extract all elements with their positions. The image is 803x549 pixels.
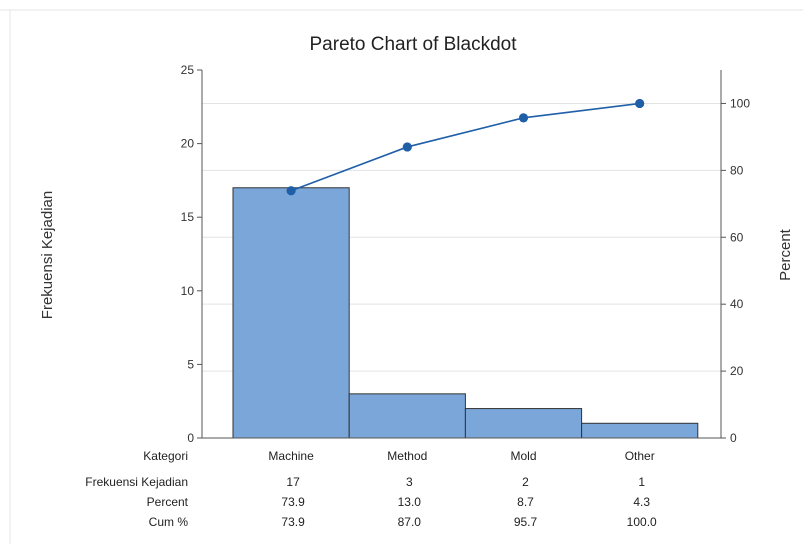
chart-title: Pareto Chart of Blackdot — [310, 34, 518, 55]
category-label-mold: Mold — [510, 449, 536, 463]
y2-tick-label: 100 — [730, 96, 750, 110]
cumulative-line-group — [286, 98, 645, 196]
category-label-machine: Machine — [268, 449, 314, 463]
y-tick-label: 20 — [181, 137, 195, 151]
table-row-label: Cum % — [149, 515, 189, 529]
cumulative-point-mold — [518, 113, 529, 123]
table-cell: 100.0 — [627, 515, 657, 529]
category-label-method: Method — [387, 449, 427, 463]
y2-tick-label: 80 — [730, 163, 744, 177]
y2-tick-label: 40 — [730, 297, 744, 311]
cumulative-point-machine — [286, 186, 296, 196]
bars-group — [232, 187, 699, 439]
table-cell: 73.9 — [281, 515, 305, 529]
table-cell: 13.0 — [398, 495, 422, 509]
category-label-other: Other — [625, 449, 655, 463]
bar-machine — [232, 187, 350, 439]
table-cell: 8.7 — [517, 495, 534, 509]
y-tick-label: 0 — [187, 431, 194, 445]
table-cell: 1 — [638, 475, 645, 489]
y-tick-label: 25 — [181, 63, 195, 77]
cumulative-point-other — [635, 98, 645, 109]
y-tick-label: 10 — [181, 284, 195, 298]
table-cell: 2 — [522, 475, 529, 489]
table-category-header: Kategori — [143, 449, 188, 463]
table-cell: 4.3 — [633, 495, 650, 509]
table-row-label: Percent — [147, 495, 189, 509]
summary-table: Frekuensi Kejadian 17 3 2 1 Percent 73.9 13.0 8.… — [85, 475, 657, 529]
axes-group — [201, 70, 722, 439]
y-axis-label: Frekuensi Kejadian — [39, 191, 56, 319]
cumulative-point-method — [402, 142, 412, 152]
y2-ticks-group: 0 20 40 60 80 100 — [721, 96, 750, 445]
y2-axis-label: Percent — [777, 228, 794, 281]
bar-mold — [464, 408, 583, 439]
table-cell: 3 — [406, 475, 413, 489]
y-tick-label: 15 — [181, 210, 195, 224]
cumulative-percent-line — [290, 102, 640, 192]
bar-other — [581, 422, 699, 439]
table-cell: 95.7 — [514, 515, 538, 529]
bar-method — [348, 393, 466, 439]
y2-tick-label: 20 — [730, 364, 744, 378]
table-cell: 73.9 — [281, 495, 305, 509]
table-row-label: Frekuensi Kejadian — [85, 475, 188, 489]
y2-tick-label: 0 — [730, 431, 737, 445]
y-tick-label: 5 — [187, 357, 194, 371]
category-labels-group: Machine Method Mold Other — [268, 449, 654, 463]
y2-tick-label: 60 — [730, 230, 744, 244]
table-cell: 17 — [286, 475, 300, 489]
table-cell: 87.0 — [398, 515, 422, 529]
y-ticks-group: 0 5 10 15 20 25 — [181, 63, 202, 445]
